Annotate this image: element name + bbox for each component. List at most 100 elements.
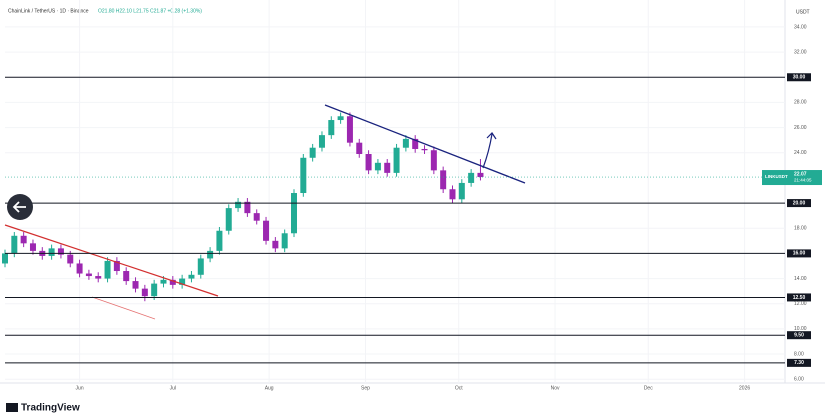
candle-body bbox=[356, 142, 363, 155]
candle-body bbox=[169, 279, 176, 285]
candle-body bbox=[2, 253, 8, 264]
candle-body bbox=[57, 248, 64, 255]
candle-body bbox=[281, 233, 288, 249]
y-tick-label: 28.00 bbox=[794, 100, 807, 106]
candle-body bbox=[440, 170, 447, 190]
x-tick-label: Jul bbox=[170, 385, 176, 391]
candle-body bbox=[67, 254, 74, 264]
price-tag bbox=[762, 170, 822, 186]
header-ohlc: O21.80 H22.10 L21.75 C21.87 +0.28 (+1.30… bbox=[98, 8, 202, 14]
candles bbox=[2, 112, 484, 302]
candle-body bbox=[291, 193, 298, 234]
level-label: 9.50 bbox=[794, 333, 804, 339]
candle-body bbox=[468, 172, 475, 183]
y-tick-label: 10.00 bbox=[794, 326, 807, 332]
brand-logo bbox=[6, 403, 18, 412]
level-tag bbox=[787, 331, 811, 340]
candle-body bbox=[384, 162, 391, 173]
price-label: 22.07 bbox=[794, 171, 807, 177]
level-tag bbox=[787, 249, 811, 258]
x-tick-label: Jun bbox=[76, 385, 84, 391]
y-tick-label: 32.00 bbox=[794, 49, 807, 55]
candle-body bbox=[421, 148, 428, 151]
candle-body bbox=[197, 258, 204, 275]
grid bbox=[5, 0, 785, 383]
level-label: 12.50 bbox=[793, 295, 806, 301]
ticker-label: LINKUSDT bbox=[765, 174, 788, 179]
y-tick-label: 24.00 bbox=[794, 150, 807, 156]
candle-body bbox=[95, 276, 102, 279]
candle-body bbox=[29, 243, 36, 251]
candle-body bbox=[309, 147, 316, 158]
candle-body bbox=[477, 172, 484, 178]
brand: TradingView bbox=[21, 403, 80, 414]
level-tag bbox=[787, 199, 811, 208]
axes: 6.00 8.00 10.00 12.00 14.00 18.00 24.00 26.00 28… bbox=[76, 24, 807, 391]
candle-body bbox=[20, 235, 27, 244]
y-tick-label: 12.00 bbox=[794, 301, 807, 307]
level-label: 16.00 bbox=[793, 251, 806, 257]
y-tick-label: 26.00 bbox=[794, 125, 807, 131]
x-tick-label: 2026 bbox=[739, 385, 750, 391]
candle-body bbox=[374, 162, 381, 171]
candle-body bbox=[393, 147, 400, 173]
candle-body bbox=[328, 120, 335, 136]
level-tag bbox=[787, 293, 811, 302]
level-label: 30.00 bbox=[793, 75, 806, 81]
trend-line bbox=[324, 104, 526, 184]
back-icon bbox=[12, 201, 26, 213]
trend-line bbox=[91, 296, 156, 320]
header-symbol: ChainLink / TetherUS · 1D · Binance bbox=[8, 8, 89, 14]
candle-body bbox=[160, 279, 167, 284]
x-tick-label: Sep bbox=[361, 385, 370, 391]
candle-body bbox=[123, 271, 130, 282]
candle-body bbox=[151, 283, 158, 297]
y-tick-label: 14.00 bbox=[794, 276, 807, 282]
level-label: 7.30 bbox=[794, 360, 804, 366]
candle-body bbox=[235, 201, 242, 209]
candle-body bbox=[85, 273, 92, 277]
candle-body bbox=[430, 150, 437, 171]
candle-body bbox=[225, 208, 232, 231]
x-tick-label: Oct bbox=[455, 385, 463, 391]
levels: 30.00 20.00 16.00 12.50 9.50 7.30 LINKUSDT 22.0… bbox=[5, 73, 822, 367]
candle-body bbox=[263, 220, 270, 241]
candle-body bbox=[244, 201, 251, 214]
arrow-head bbox=[486, 132, 497, 140]
y-tick-label: 8.00 bbox=[794, 351, 804, 357]
candle-body bbox=[11, 235, 18, 254]
y-tick-label: 6.00 bbox=[794, 377, 804, 383]
candle-body bbox=[402, 138, 409, 148]
y-tick-label: 34.00 bbox=[794, 24, 807, 30]
candle-body bbox=[104, 260, 111, 279]
candle-body bbox=[253, 213, 260, 221]
candle-body bbox=[346, 116, 353, 143]
candle-body bbox=[132, 281, 139, 289]
candle-body bbox=[179, 278, 186, 285]
candle-body bbox=[300, 157, 307, 194]
y-tick-label: 18.00 bbox=[794, 226, 807, 232]
arrow bbox=[482, 133, 493, 169]
candle-body bbox=[216, 230, 223, 251]
countdown-label: 21:44:05 bbox=[794, 178, 812, 183]
level-label: 20.00 bbox=[793, 200, 806, 206]
candle-body bbox=[141, 288, 148, 297]
candle-body bbox=[188, 274, 195, 279]
candle-body bbox=[113, 260, 120, 272]
candle-body bbox=[337, 116, 344, 121]
candle-body bbox=[48, 248, 55, 256]
trend-line bbox=[4, 224, 219, 297]
candle-body bbox=[272, 240, 279, 249]
x-tick-label: Nov bbox=[551, 385, 560, 391]
candle-body bbox=[365, 154, 372, 171]
candle-body bbox=[412, 138, 419, 149]
x-tick-label: Aug bbox=[265, 385, 274, 391]
currency: USDT bbox=[796, 9, 810, 15]
candle-body bbox=[76, 263, 83, 274]
candle-body bbox=[458, 182, 465, 200]
x-tick-label: Dec bbox=[644, 385, 653, 391]
level-tag bbox=[787, 73, 811, 82]
candle-body bbox=[449, 189, 456, 200]
